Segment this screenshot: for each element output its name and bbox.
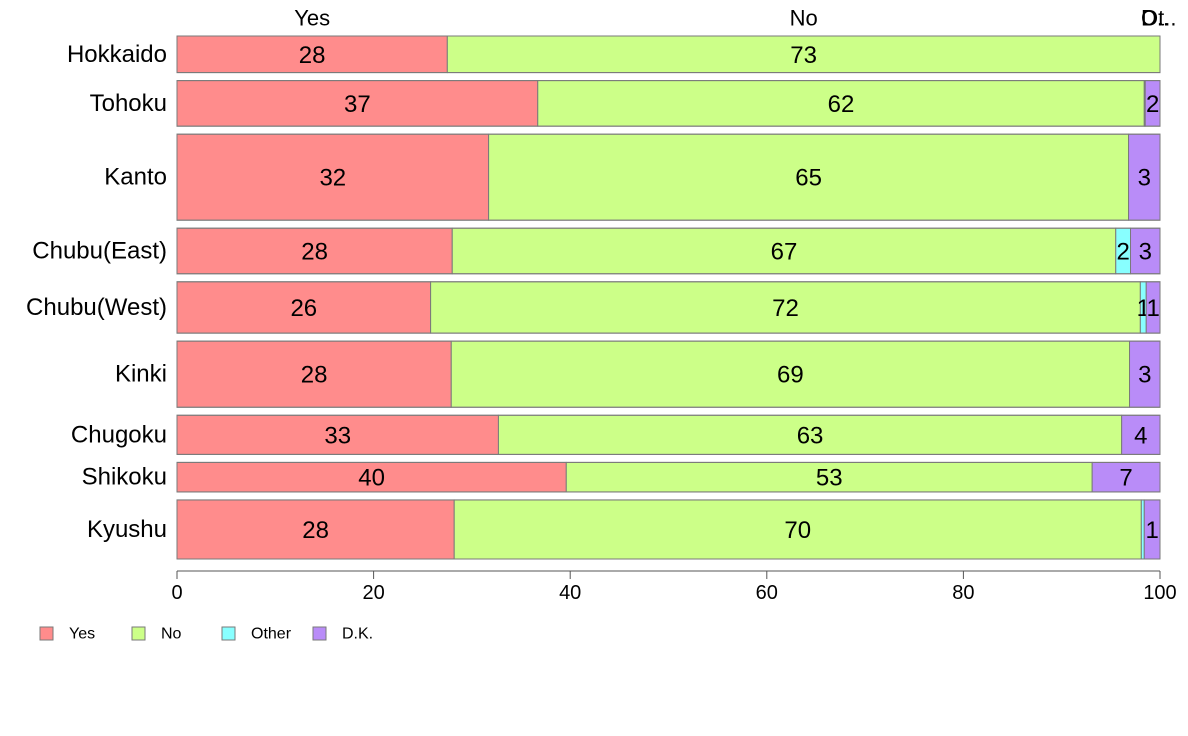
- data-label-yes-6: 33: [324, 422, 351, 449]
- category-label-3: Chubu(East): [32, 237, 167, 264]
- data-label-yes-2: 32: [319, 165, 346, 192]
- category-label-8: Kyushu: [87, 516, 167, 543]
- category-label-1: Tohoku: [90, 90, 167, 117]
- legend-swatch-1: [131, 626, 146, 641]
- data-label-no-5: 69: [777, 362, 804, 389]
- legend-label-0: Yes: [69, 626, 95, 643]
- bar-outline-7: [176, 461, 1161, 493]
- bar-segment-no-4: [430, 281, 1141, 334]
- bar-outline-3: [176, 227, 1161, 275]
- top-series-label-3: D..: [1141, 6, 1169, 31]
- data-label-dk-2: 3: [1138, 165, 1151, 192]
- data-label-other-3: 2: [1116, 238, 1129, 265]
- data-label-yes-4: 26: [290, 295, 317, 322]
- x-tick-label-5: 100: [1143, 582, 1176, 604]
- category-label-7: Shikoku: [82, 464, 167, 491]
- bar-segment-dk-6: [1121, 414, 1161, 455]
- bar-outline-5: [176, 340, 1161, 408]
- bar-outline-1: [176, 80, 1161, 127]
- bar-segment-dk-3: [1130, 227, 1161, 275]
- bar-outline-4: [176, 281, 1161, 334]
- data-label-no-6: 63: [797, 422, 824, 449]
- bar-segment-dk-2: [1128, 133, 1161, 221]
- data-label-no-4: 72: [772, 295, 799, 322]
- data-label-yes-0: 28: [299, 42, 326, 69]
- legend-swatch-0: [39, 626, 54, 641]
- category-label-5: Kinki: [115, 361, 167, 388]
- legend-label-3: D.K.: [342, 626, 373, 643]
- bar-segment-no-5: [450, 340, 1131, 408]
- data-label-yes-1: 37: [344, 91, 371, 118]
- bar-segment-yes-0: [176, 35, 448, 74]
- category-label-6: Chugoku: [71, 421, 167, 448]
- legend-label-2: Other: [251, 626, 292, 643]
- data-label-dk-1: 2: [1146, 91, 1159, 118]
- data-label-yes-3: 28: [301, 238, 328, 265]
- legend-swatch-3: [312, 626, 327, 641]
- data-label-yes-7: 40: [358, 465, 385, 492]
- category-label-0: Hokkaido: [67, 41, 167, 68]
- bar-outline-6: [176, 414, 1161, 455]
- data-label-no-3: 67: [771, 238, 798, 265]
- bar-segment-yes-3: [176, 227, 453, 275]
- category-label-2: Kanto: [104, 164, 167, 191]
- data-label-no-2: 65: [795, 165, 822, 192]
- x-tick-label-0: 0: [171, 582, 182, 604]
- data-label-yes-8: 28: [302, 517, 329, 544]
- data-label-dk-3: 3: [1139, 238, 1152, 265]
- bar-segment-dk-5: [1129, 340, 1161, 408]
- top-series-label-2: Ot..: [1141, 6, 1176, 31]
- bar-segment-no-1: [537, 80, 1145, 127]
- bar-segment-no-0: [446, 35, 1161, 74]
- data-label-dk-8: 1: [1145, 517, 1158, 544]
- category-label-4: Chubu(West): [26, 294, 167, 321]
- data-label-no-7: 53: [816, 465, 843, 492]
- x-tick-label-2: 40: [559, 582, 581, 604]
- x-tick-label-3: 60: [756, 582, 778, 604]
- data-label-dk-6: 4: [1134, 422, 1147, 449]
- data-label-yes-5: 28: [301, 362, 328, 389]
- data-label-dk-5: 3: [1138, 362, 1151, 389]
- data-label-no-1: 62: [828, 91, 855, 118]
- legend-swatch-2: [221, 626, 236, 641]
- bar-outline-0: [176, 35, 1161, 74]
- x-tick-label-4: 80: [952, 582, 974, 604]
- top-series-label-0: Yes: [294, 6, 330, 31]
- data-label-no-0: 73: [790, 42, 817, 69]
- bar-outline-2: [176, 133, 1161, 221]
- data-label-no-8: 70: [784, 517, 811, 544]
- legend-label-1: No: [161, 626, 182, 643]
- x-tick-label-1: 20: [362, 582, 384, 604]
- bar-segment-no-2: [488, 133, 1130, 221]
- data-label-dk-4: 1: [1146, 295, 1159, 322]
- bar-segment-yes-6: [176, 414, 499, 455]
- top-series-label-1: No: [790, 6, 818, 31]
- bar-outline-8: [176, 499, 1161, 560]
- data-label-dk-7: 7: [1119, 465, 1132, 492]
